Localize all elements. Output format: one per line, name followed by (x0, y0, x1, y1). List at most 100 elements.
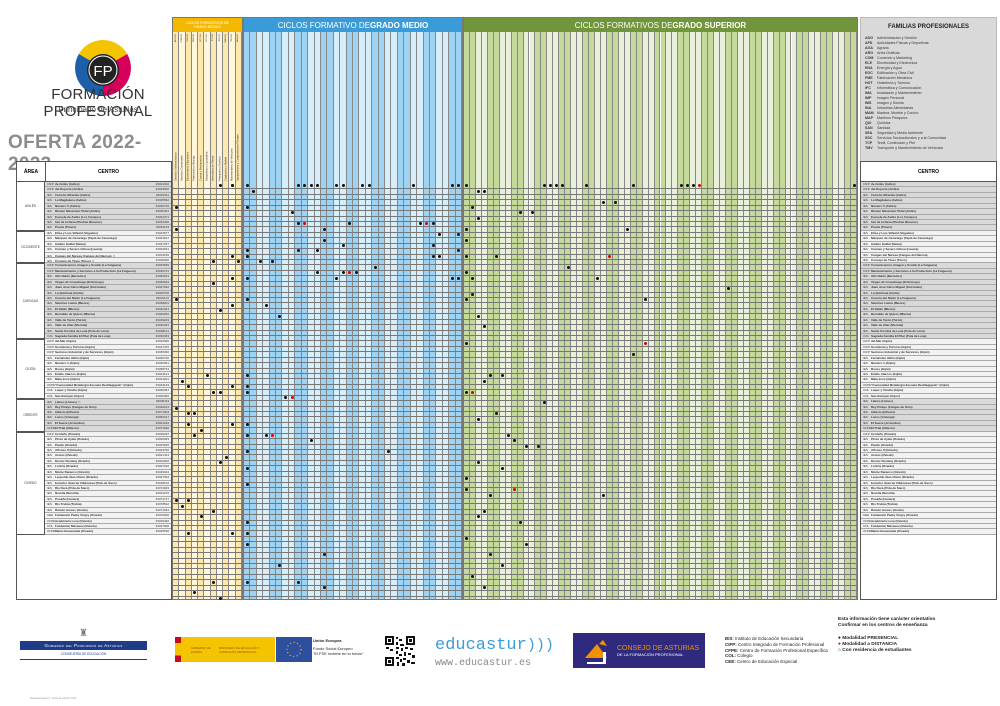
cycle-column-header[interactable] (815, 32, 822, 183)
cycle-column-header[interactable] (423, 32, 430, 183)
centro-row[interactable]: IES Número 1 (Gijón) 33026361 (45, 361, 171, 367)
right-centro-row[interactable]: CIFPdel Mar (Gijón) (861, 339, 996, 345)
cycle-column-header[interactable]: HOT-B1 Cocina y Restauración (198, 32, 205, 183)
centro-row[interactable]: IES Infiesto (Infiesto) 33071004 (45, 410, 171, 416)
centro-row[interactable]: IES Ramón Areces (Grado) 33071034 (45, 507, 171, 514)
cycle-column-header[interactable] (696, 32, 703, 183)
centro-row[interactable]: IES Ramón Menéndez Pidal (Avilés) 33036401 (45, 209, 171, 215)
centro-row[interactable]: CFPEEl Prial (Infiesto) 33071620 (45, 426, 171, 432)
cycle-column-header[interactable] (410, 32, 418, 183)
right-centro-row[interactable]: IES Valle de Turón (Turón) (861, 317, 996, 324)
right-centro-row[interactable]: IES Carmen y Severo Ochoa (Luarca) (861, 247, 996, 253)
cycle-column-header[interactable] (378, 32, 386, 183)
cycle-column-header[interactable] (499, 32, 506, 183)
centro-row[interactable]: CIFPdel Deporte (Avilés) 33018000 (45, 187, 171, 193)
cycle-column-header[interactable] (417, 32, 424, 183)
right-centro-row[interactable]: IES Leopoldo Alas Clarín (Oviedo) (861, 475, 996, 481)
right-centro-row[interactable]: IES Pravia (Pravia) (861, 225, 996, 231)
right-centro-row[interactable]: IES Alfonso II (Oviedo) (861, 448, 996, 454)
cycle-column-header[interactable] (845, 32, 852, 183)
right-centro-row[interactable]: CFPEMaría Inmaculada (Oviedo) (861, 529, 996, 535)
centro-row[interactable]: IES Juan José Calvo Miguel (Sotrondio) 330… (45, 285, 171, 291)
cycle-column-header[interactable] (244, 32, 251, 183)
cycle-column-header[interactable] (523, 32, 530, 183)
cycle-column-header[interactable] (767, 32, 774, 183)
right-centro-row[interactable]: IES Posada (Llanera) (861, 496, 996, 503)
centro-row[interactable]: IES Elisa y Luis Villamil (Vegadeo) 330435… (45, 230, 171, 237)
cycle-column-header[interactable] (282, 32, 289, 183)
cycle-column-header[interactable] (606, 32, 613, 183)
centro-row[interactable]: IES Roces (Gijón) 33058744 (45, 366, 171, 372)
cycle-column-header[interactable] (475, 32, 482, 183)
cycle-column-header[interactable] (276, 32, 283, 183)
right-centro-row[interactable]: IES Galileo Galilei (Navia) (861, 241, 996, 248)
right-centro-row[interactable]: IES Rey Pelayo (Cangas de Onís) (861, 404, 996, 410)
cycle-column-header[interactable] (333, 32, 341, 183)
cycle-column-header[interactable] (493, 32, 500, 183)
cycle-column-header[interactable] (749, 32, 756, 183)
centro-row[interactable]: IES Alfonso II (Oviedo) 33023760 (45, 448, 171, 454)
right-centro-row[interactable]: IES Roces (Gijón) (861, 366, 996, 372)
cycle-column-header[interactable] (346, 32, 353, 183)
centro-row[interactable]: IES Pando (Oviedo) 33025645 (45, 442, 171, 448)
cycle-column-header[interactable] (714, 32, 721, 183)
cycle-column-header[interactable] (288, 32, 296, 183)
cycle-column-header[interactable] (624, 32, 631, 183)
right-centro-row[interactable]: IES Infiesto (Infiesto) (861, 410, 996, 416)
centro-row[interactable]: CIFPde Avilés (Avilés) 33024322 (45, 182, 171, 188)
cycle-column-header[interactable] (809, 32, 816, 183)
cycle-column-header[interactable] (612, 32, 619, 183)
centro-row[interactable]: IES Santa Cristina de Lena (Pola de Lena)… (45, 328, 171, 334)
centro-row[interactable]: IES Pérez de Ayala (Oviedo) 33026063 (45, 437, 171, 443)
centro-row[interactable]: IES Cangas del Narcea (Cangas del Narcea)… (45, 252, 171, 258)
right-centro-row[interactable]: COL San Eutiquio (Gijón) (861, 393, 996, 400)
cycle-column-header[interactable] (708, 32, 715, 183)
cycle-column-header[interactable] (571, 32, 578, 183)
centro-row[interactable]: IES Valle de Turón (Turón) 33049203 (45, 317, 171, 324)
cycle-column-header[interactable] (595, 32, 601, 183)
centro-row[interactable]: IES El Sueve (Arriondas) 33041234 (45, 420, 171, 427)
centro-row[interactable]: IES Concejo de Tineo (Tineo) ⌂ 33030000 (45, 258, 171, 264)
centro-row[interactable]: COL San Eutiquio (Gijón) 33030360 (45, 393, 171, 400)
centro-row[interactable]: IES Emilio Alarcos (Gijón) 33023121 (45, 372, 171, 378)
right-centro-row[interactable]: IES Número 1 (Gijón) (861, 361, 996, 367)
cycle-column-header[interactable] (827, 32, 834, 183)
centro-row[interactable]: IES Alto Nalón (Barredos) 33062531 (45, 274, 171, 280)
centro-row[interactable]: CIFPCerdeño (Oviedo) 33036297 (45, 431, 171, 438)
cycle-column-header[interactable]: COM-B1 Servicios Comerciales (179, 32, 186, 183)
right-centro-row[interactable]: CIFPHostelería y Turismo (Gijón) (861, 344, 996, 351)
right-centro-row[interactable]: IES Juan José Calvo Miguel (Sotrondio) (861, 285, 996, 291)
cycle-column-header[interactable] (553, 32, 560, 183)
cycle-column-header[interactable] (583, 32, 590, 183)
centro-row[interactable]: CIFPdel Mar (Gijón) 33032500 (45, 339, 171, 345)
right-centro-row[interactable]: COL López y Vicuña (Gijón) (861, 388, 996, 394)
right-centro-row[interactable]: IES Llanes (Llanes) (861, 399, 996, 405)
right-centro-row[interactable]: IES Escultor Juan de Villanueva (Pola de … (861, 480, 996, 486)
cycle-column-header[interactable] (791, 32, 798, 183)
cycle-column-header[interactable] (547, 32, 554, 183)
cycle-column-header[interactable] (737, 32, 744, 183)
cycle-column-header[interactable] (779, 32, 786, 183)
cycle-column-header[interactable] (851, 32, 857, 183)
cycle-column-header[interactable]: ADG-B1 Servicios Administrativos (173, 32, 180, 183)
cycle-column-header[interactable] (469, 32, 476, 183)
right-centro-row[interactable]: IES El Batán (Mieres) (861, 306, 996, 313)
centro-row[interactable]: COL Sagrada Familia El Pilar (Pola de Len… (45, 334, 171, 340)
cycle-column-header[interactable] (577, 32, 584, 183)
right-centro-row[interactable]: CFPEAcadémica Losa (Oviedo) (861, 518, 996, 524)
cycle-column-header[interactable] (833, 32, 840, 183)
centro-row[interactable]: IES Virgen de Covadonga (El Entrego) 33060… (45, 279, 171, 286)
right-centro-row[interactable]: IES Monte Naranco (Oviedo) (861, 469, 996, 476)
cycle-column-header[interactable] (702, 32, 709, 183)
centro-row[interactable]: IES Carmen y Severo Ochoa (Luarca) 3303403… (45, 247, 171, 253)
centro-row[interactable]: CFPEAcadémica Losa (Oviedo) 33026340 (45, 518, 171, 524)
cycle-column-header[interactable] (365, 32, 373, 183)
cycle-column-header[interactable] (263, 32, 270, 183)
right-centro-row[interactable]: IES Concejo de Tineo (Tineo) (861, 258, 996, 264)
cycle-column-header[interactable] (666, 32, 673, 183)
cycle-column-header[interactable] (636, 32, 643, 183)
cycle-column-header[interactable]: MAM-B1 Carpintería y Mueble (223, 32, 230, 183)
right-centro-row[interactable]: IES Elisa y Luis Villamil (Vegadeo) (861, 230, 996, 237)
centro-row[interactable]: IES Noreña (Noreña) 33031270 (45, 491, 171, 497)
cycle-column-header[interactable] (743, 32, 750, 183)
